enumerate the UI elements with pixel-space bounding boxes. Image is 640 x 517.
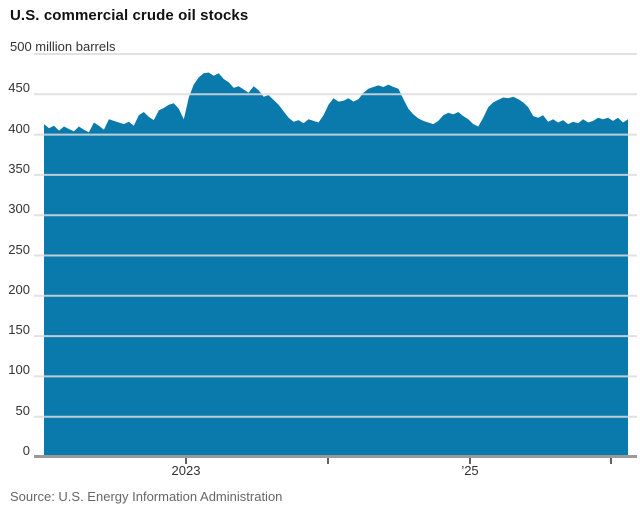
x-axis-label: ’25 (461, 463, 478, 478)
y-axis-top-unit-label: 500 million barrels (10, 39, 116, 54)
y-axis-label: 400 (8, 121, 30, 136)
y-axis-label: 200 (8, 282, 30, 297)
y-axis-label: 250 (8, 242, 30, 257)
y-axis-label: 300 (8, 201, 30, 216)
area-series (44, 72, 628, 457)
y-axis-label: 350 (8, 161, 30, 176)
y-axis-label: 0 (22, 443, 30, 458)
chart-title: U.S. commercial crude oil stocks (10, 7, 249, 24)
y-axis-label: 50 (15, 403, 30, 418)
source-attribution: Source: U.S. Energy Information Administ… (10, 489, 283, 504)
x-axis-label: 2023 (172, 463, 201, 478)
y-axis-label: 100 (8, 362, 30, 377)
y-axis-label: 150 (8, 322, 30, 337)
y-axis-label: 450 (8, 80, 30, 95)
